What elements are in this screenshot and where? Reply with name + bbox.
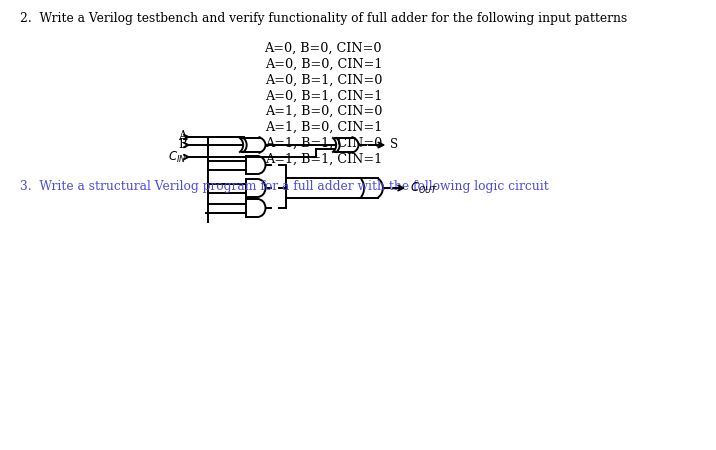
Text: A=1, B=0, CIN=0: A=1, B=0, CIN=0 [265, 105, 382, 118]
Text: 3.  Write a structural Verilog program for a full adder with the following logic: 3. Write a structural Verilog program fo… [20, 180, 548, 193]
Text: A: A [178, 130, 187, 144]
Text: A=0, B=0, CIN=0: A=0, B=0, CIN=0 [264, 42, 382, 55]
Text: A=1, B=1, CIN=0: A=1, B=1, CIN=0 [265, 137, 382, 150]
Text: $C_{OUT}$: $C_{OUT}$ [410, 180, 438, 196]
Text: $C_{IN}$: $C_{IN}$ [168, 149, 187, 165]
Text: S: S [390, 139, 398, 152]
Text: A=0, B=1, CIN=1: A=0, B=1, CIN=1 [265, 90, 382, 103]
Text: A=0, B=1, CIN=0: A=0, B=1, CIN=0 [265, 74, 382, 86]
Text: A=1, B=0, CIN=1: A=1, B=0, CIN=1 [265, 121, 382, 134]
Text: 2.  Write a Verilog testbench and verify functionality of full adder for the fol: 2. Write a Verilog testbench and verify … [20, 12, 627, 25]
Text: B: B [178, 139, 187, 152]
Text: A=0, B=0, CIN=1: A=0, B=0, CIN=1 [265, 58, 382, 71]
Text: A=1, B=1, CIN=1: A=1, B=1, CIN=1 [265, 153, 382, 166]
